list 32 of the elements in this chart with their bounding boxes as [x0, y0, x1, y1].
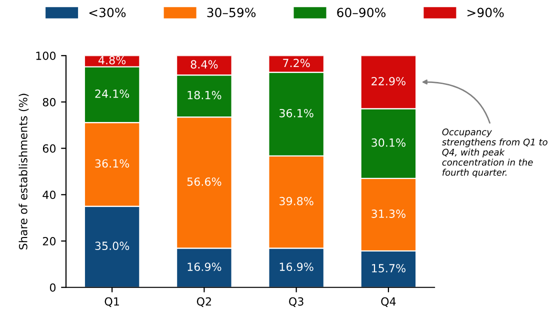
- data-label: 15.7%: [372, 264, 406, 272]
- x-tick-label: Q3: [289, 297, 304, 307]
- x-tick-label: Q2: [196, 297, 211, 307]
- data-label: 36.1%: [280, 108, 314, 118]
- y-axis-title: Share of establishments (%): [18, 94, 29, 250]
- legend-label: <30%: [89, 8, 126, 18]
- data-label: 4.8%: [98, 56, 126, 64]
- legend-label: >90%: [468, 8, 504, 18]
- text: Occupancy strengthens from Q1 to Q4, with peak concentration in the fourth quarter.: [442, 128, 548, 178]
- data-label: 36.1%: [95, 159, 130, 168]
- legend-label: 60–90%: [337, 8, 386, 18]
- data-label: 18.1%: [188, 90, 222, 100]
- y-tick-label: 40: [42, 190, 56, 200]
- data-label: 24.1%: [95, 89, 130, 98]
- y-tick-label: 100: [36, 52, 56, 60]
- data-label: 22.9%: [372, 76, 406, 86]
- y-tick-label: 80: [42, 98, 56, 106]
- data-label: 31.3%: [372, 210, 406, 218]
- data-label: 39.8%: [280, 196, 314, 206]
- data-label: 16.9%: [188, 262, 222, 272]
- x-tick-label: Q1: [104, 297, 119, 307]
- data-label: 56.6%: [187, 177, 222, 186]
- legend-label: 30–59%: [207, 8, 256, 18]
- data-label: 35.0%: [95, 242, 130, 250]
- data-label: 30.1%: [372, 138, 406, 147]
- data-label: 16.9%: [280, 262, 314, 272]
- data-label: 7.2%: [283, 58, 310, 68]
- y-tick-label: 60: [42, 144, 56, 153]
- y-tick-label: 0: [50, 283, 56, 292]
- data-label: 8.4%: [190, 60, 218, 69]
- x-tick-label: Q4: [381, 297, 396, 307]
- y-tick-label: 20: [42, 236, 56, 246]
